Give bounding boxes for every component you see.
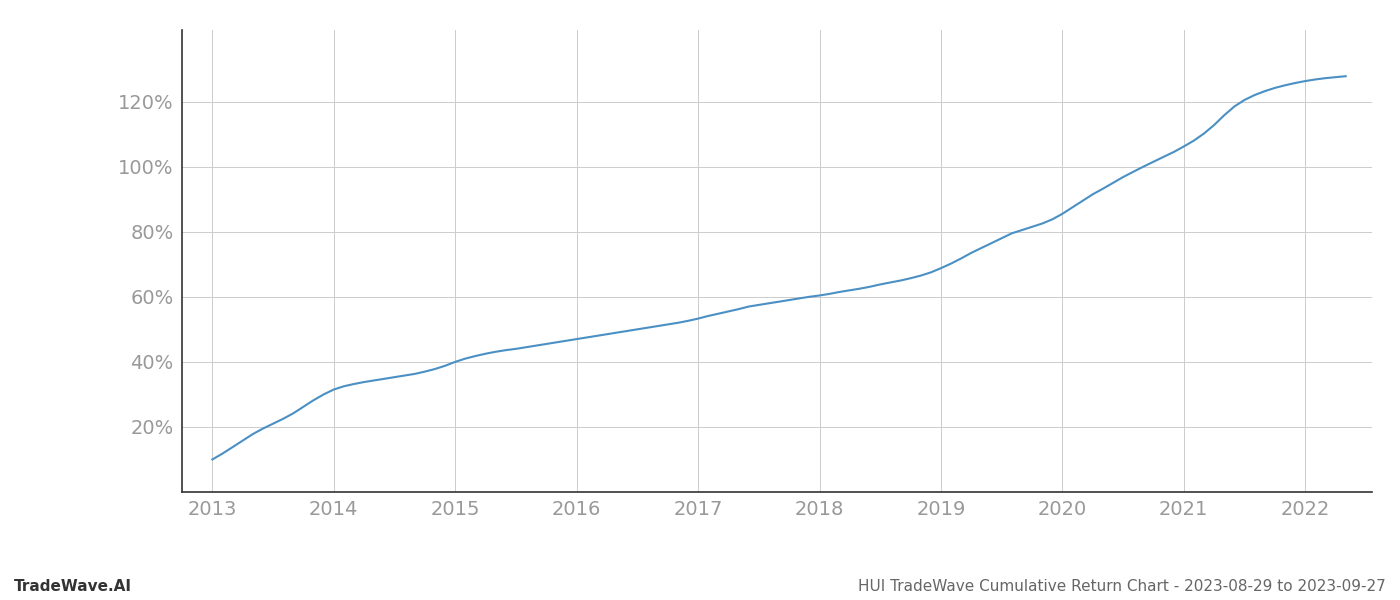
Text: TradeWave.AI: TradeWave.AI [14, 579, 132, 594]
Text: HUI TradeWave Cumulative Return Chart - 2023-08-29 to 2023-09-27: HUI TradeWave Cumulative Return Chart - … [858, 579, 1386, 594]
